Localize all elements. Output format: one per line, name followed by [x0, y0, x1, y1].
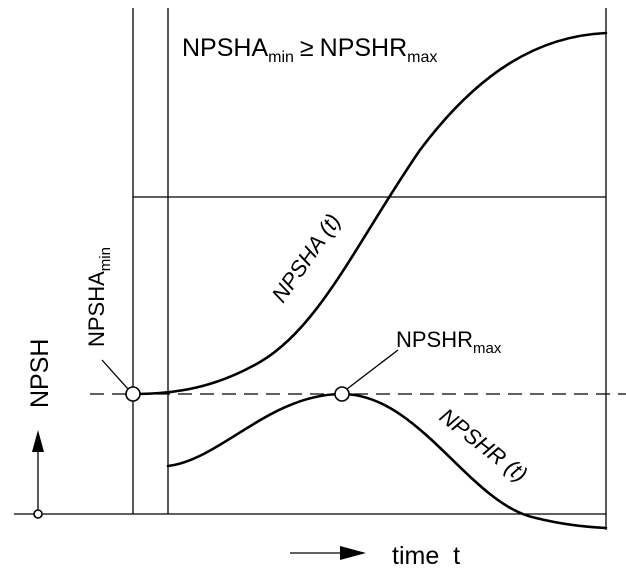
npsha-min-label: NPSHAmin [84, 247, 114, 347]
y-axis-label: NPSH [26, 339, 54, 408]
npshr-max-leader-line [346, 349, 399, 390]
origin-marker [33, 509, 43, 519]
npsha-min-leader-line [101, 359, 129, 390]
npsha-curve [131, 31, 608, 396]
npshr-max-marker [334, 386, 350, 402]
npshr-curve-label: NPSHR (t) [435, 403, 532, 487]
x-axis-label: time t [392, 542, 460, 570]
condition-label: NPSHAmin ≥ NPSHRmax [182, 34, 437, 66]
x-axis-arrow-head [340, 546, 366, 560]
y-axis-arrow-head [32, 430, 44, 452]
npsha-curve-label: NPSHA (t) [267, 209, 346, 307]
npshr-curve [166, 392, 608, 530]
npsha-min-marker [125, 386, 141, 402]
npshr-max-label: NPSHRmax [396, 327, 502, 357]
